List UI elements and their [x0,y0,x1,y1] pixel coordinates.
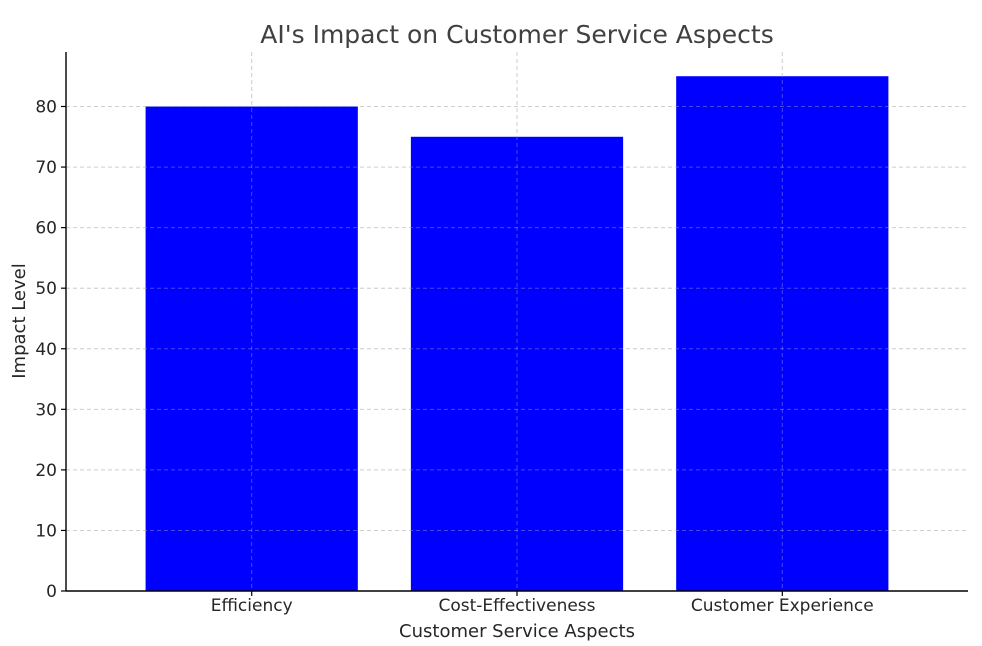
chart-title: AI's Impact on Customer Service Aspects [260,20,774,49]
y-tick-label: 60 [35,219,57,239]
y-tick-label: 80 [35,98,57,118]
bar-customer-experience [676,76,889,591]
y-tick-label: 50 [35,279,57,299]
x-axis-label: Customer Service Aspects [399,621,635,642]
axes: 0 10 20 30 40 50 60 70 80 Efficiency Cost-Effectiv… [35,52,968,616]
y-axis-label: Impact Level [9,263,30,379]
x-tick-label: Cost-Effectiveness [438,596,595,616]
y-tick-label: 70 [35,158,57,178]
y-tick-label: 20 [35,461,57,481]
bar-cost-effectiveness [410,136,624,592]
x-tick-label: Customer Experience [691,596,874,616]
y-tick-label: 0 [46,582,57,602]
bar-efficiency [145,106,358,591]
x-tick-label: Efficiency [211,596,293,616]
y-tick-label: 40 [35,340,57,360]
y-tick-label: 10 [35,521,57,541]
y-tick-label: 30 [35,400,57,420]
bars [66,52,968,592]
